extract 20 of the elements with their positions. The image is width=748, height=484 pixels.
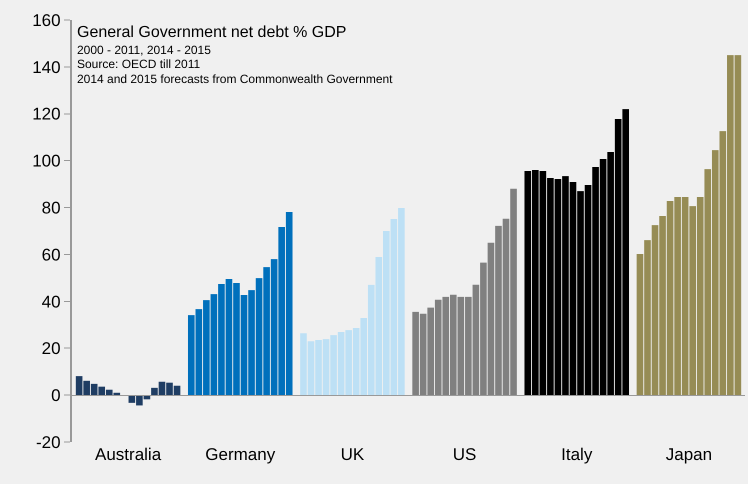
- y-tick-label: -20: [36, 432, 61, 452]
- y-tick-label: 120: [32, 104, 61, 124]
- y-tick-label: 60: [42, 245, 61, 264]
- y-tick-label: 80: [42, 198, 61, 218]
- y-tick-label: 100: [32, 152, 61, 171]
- y-tick-label: 140: [32, 58, 61, 77]
- annotation: 2014 and 2015 forecasts from Commonwealth Government: [77, 72, 394, 86]
- x-tick-label: Australia: [95, 445, 162, 464]
- annotation: Source: OECD till 2011: [77, 57, 200, 71]
- x-tick-label: Italy: [561, 445, 593, 464]
- x-tick-label: US: [452, 445, 476, 464]
- text: 2000 - 2011, 2014 - 2015: [77, 43, 212, 57]
- x-tick-label: Japan: [666, 445, 712, 464]
- y-tick-label: 0: [51, 386, 61, 406]
- y-tick-label: 20: [42, 339, 61, 358]
- y-tick-label: 160: [32, 10, 61, 30]
- x-tick-label: Germany: [205, 445, 276, 464]
- chart-title: General Government net debt % GDP: [77, 24, 346, 41]
- y-tick-label: 40: [42, 292, 61, 312]
- x-tick-label: UK: [340, 445, 365, 464]
